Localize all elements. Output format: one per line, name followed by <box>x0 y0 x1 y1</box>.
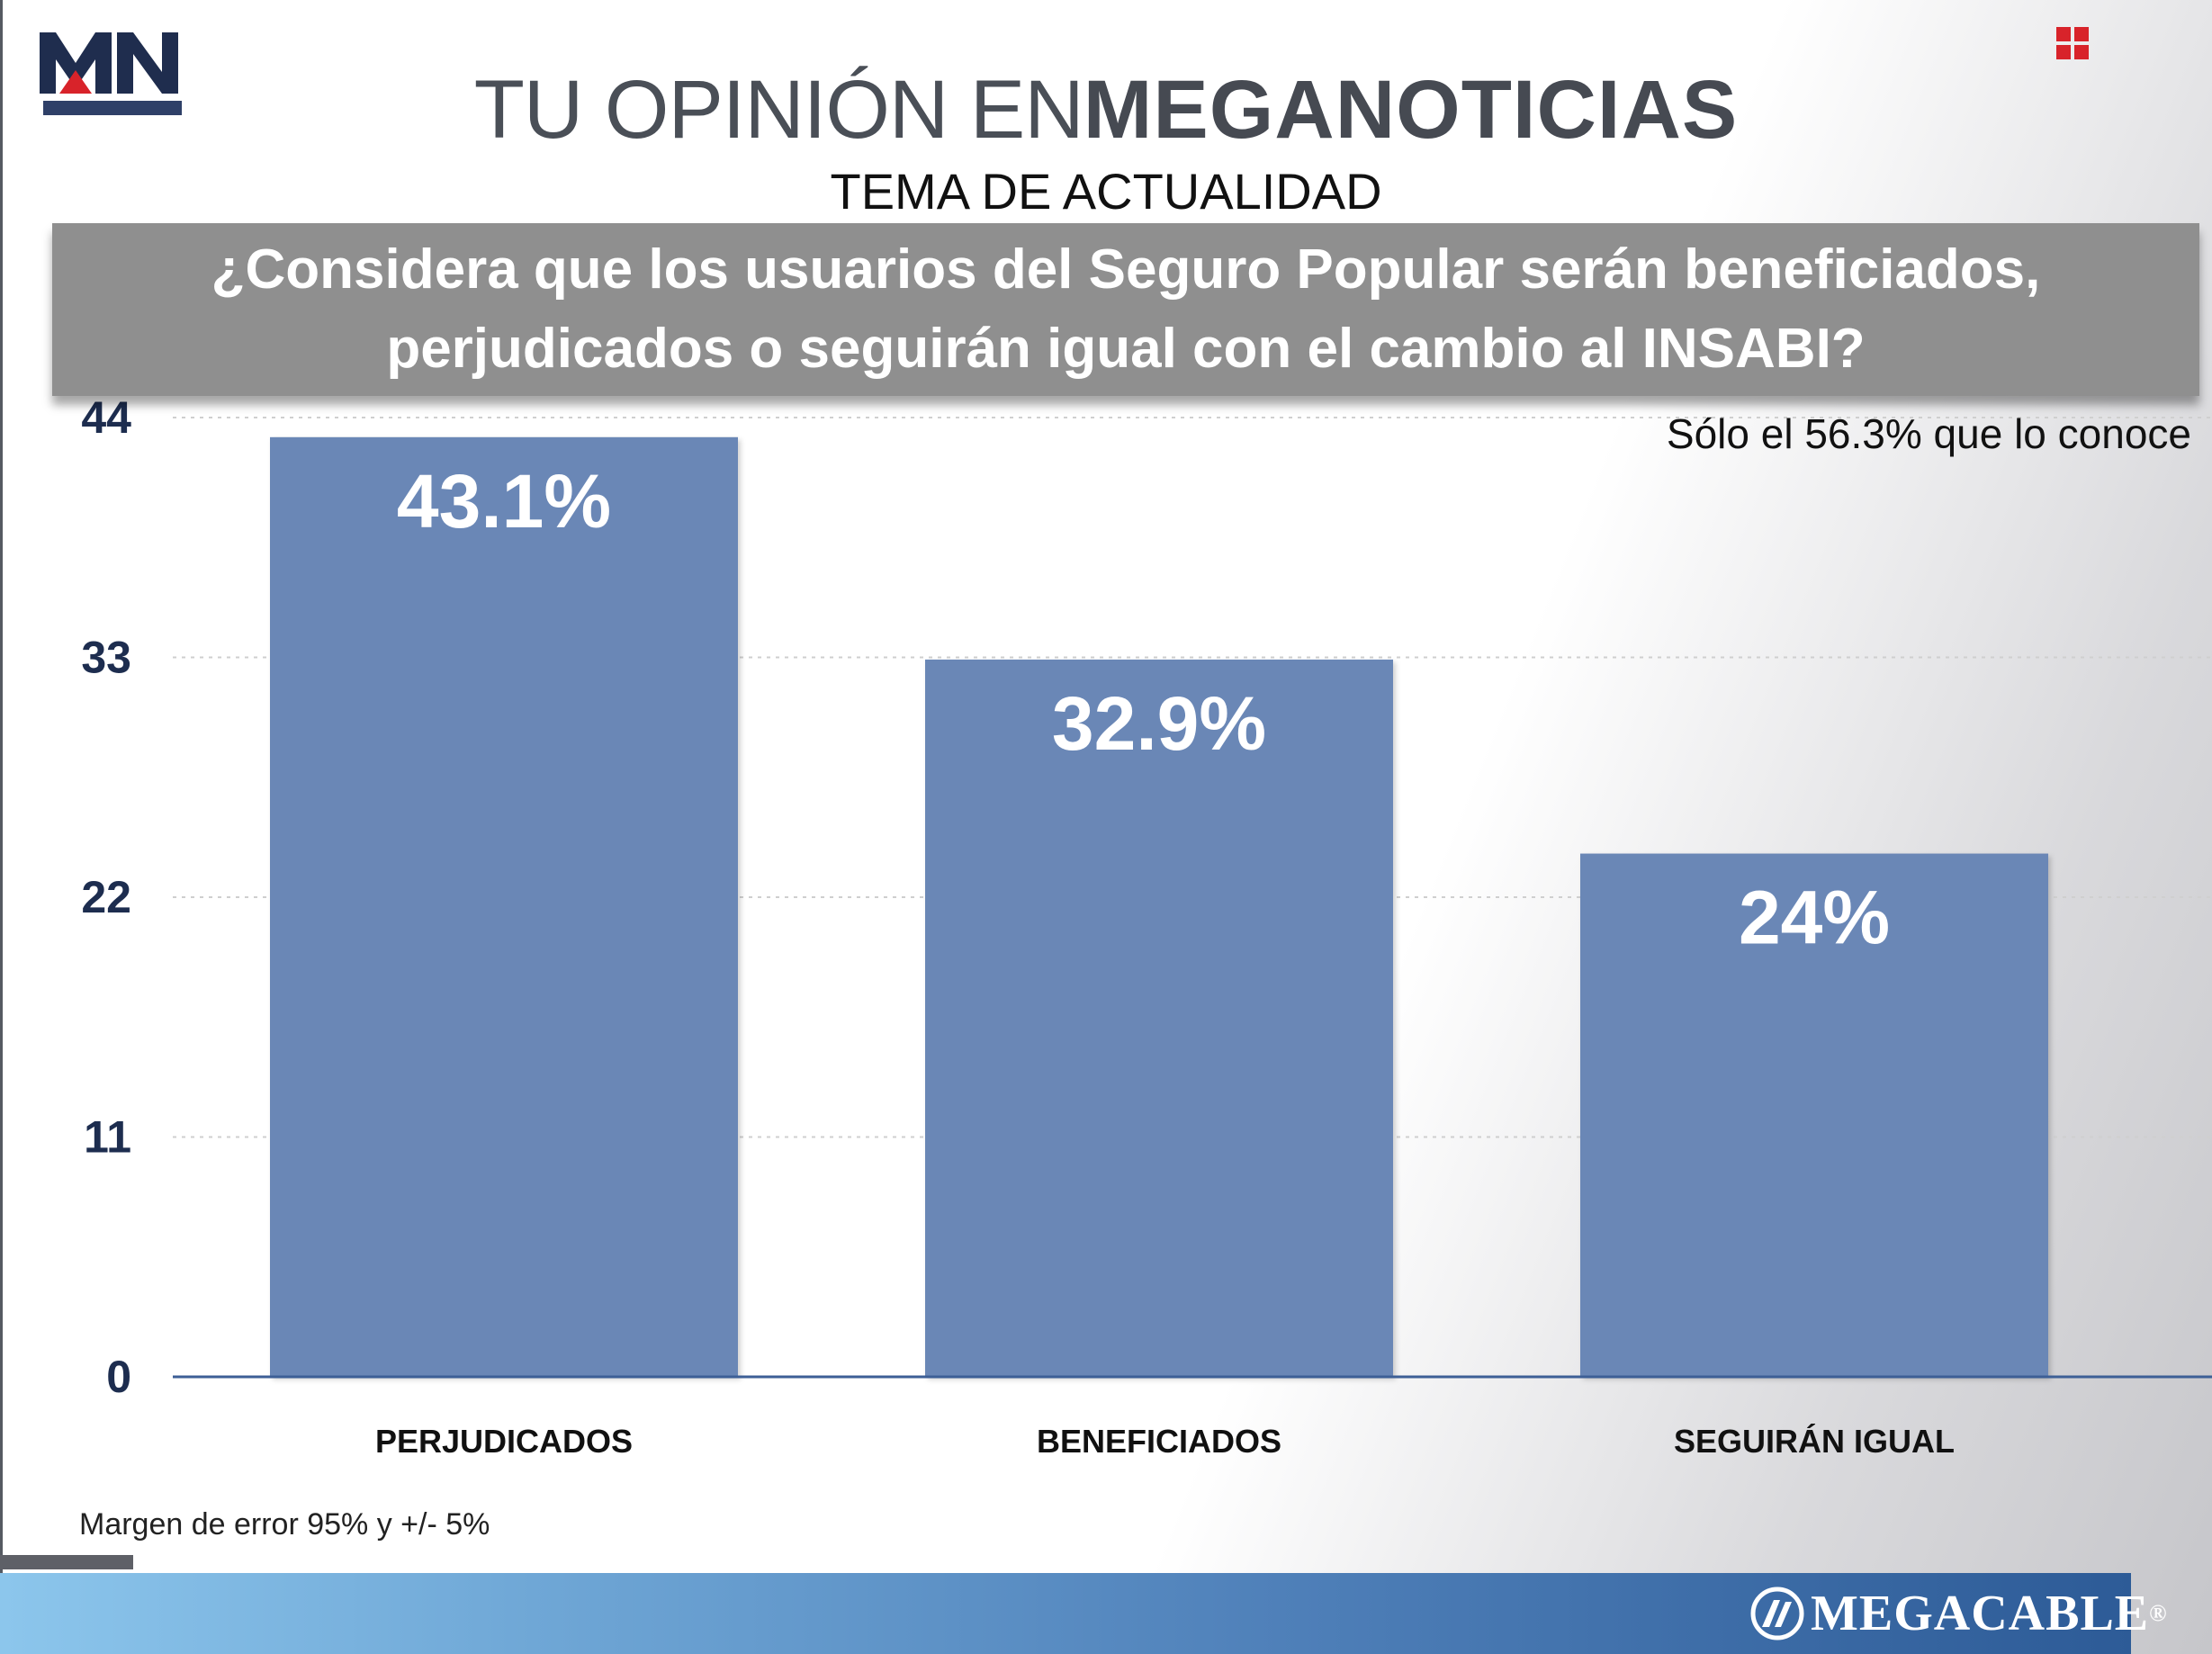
bar <box>270 436 738 1377</box>
y-tick-label: 44 <box>81 396 131 443</box>
mn-logo <box>40 27 184 135</box>
page-title: TU OPINIÓN ENMEGANOTICIAS <box>0 56 2212 164</box>
footer-accent-rule <box>0 1555 133 1569</box>
footer-band <box>0 1573 2131 1654</box>
x-category-label: SEGUIRÁN IGUAL <box>1674 1423 1955 1460</box>
megacable-brand-name: MEGACABLE <box>1811 1586 2150 1641</box>
y-tick-label: 11 <box>84 1112 131 1163</box>
left-edge-rule <box>0 0 3 1654</box>
bar-chart: 0 11 22 33 44 43.1% PERJUDICADOS 32.9% BENEFICIA… <box>81 396 2212 1460</box>
chart-area: 0 11 22 33 44 43.1% PERJUDICADOS 32.9% BENEFICIA… <box>0 396 2212 1476</box>
y-tick-label: 22 <box>81 872 131 922</box>
menu-grid-icon[interactable] <box>2055 25 2091 61</box>
x-category-label: BENEFICIADOS <box>1037 1423 1281 1460</box>
data-label: 24% <box>1739 876 1890 960</box>
megacable-mark-icon <box>1750 1587 1804 1641</box>
mn-logo-graphic <box>40 32 182 115</box>
y-tick-label: 0 <box>106 1352 131 1402</box>
page-subtitle: TEMA DE ACTUALIDAD <box>830 163 1382 220</box>
y-tick-label: 33 <box>81 633 131 683</box>
sample-note: Sólo el 56.3% que lo conoce <box>1666 410 2191 457</box>
bar <box>925 659 1393 1377</box>
x-category-label: PERJUDICADOS <box>375 1423 633 1460</box>
registered-mark: ® <box>2149 1600 2168 1626</box>
bar <box>1580 853 2048 1377</box>
data-label: 32.9% <box>1052 681 1266 766</box>
title-bold: MEGANOTICIAS <box>1083 64 1739 156</box>
megacable-logo: MEGACABLE ® <box>1749 1584 2168 1643</box>
title-light: TU OPINIÓN EN <box>473 64 1084 156</box>
data-label: 43.1% <box>397 459 611 544</box>
question-banner: ¿Considera que los usuarios del Seguro P… <box>52 223 2199 396</box>
margin-of-error-note: Margen de error 95% y +/- 5% <box>79 1507 490 1542</box>
question-text: ¿Considera que los usuarios del Seguro P… <box>211 238 2041 380</box>
